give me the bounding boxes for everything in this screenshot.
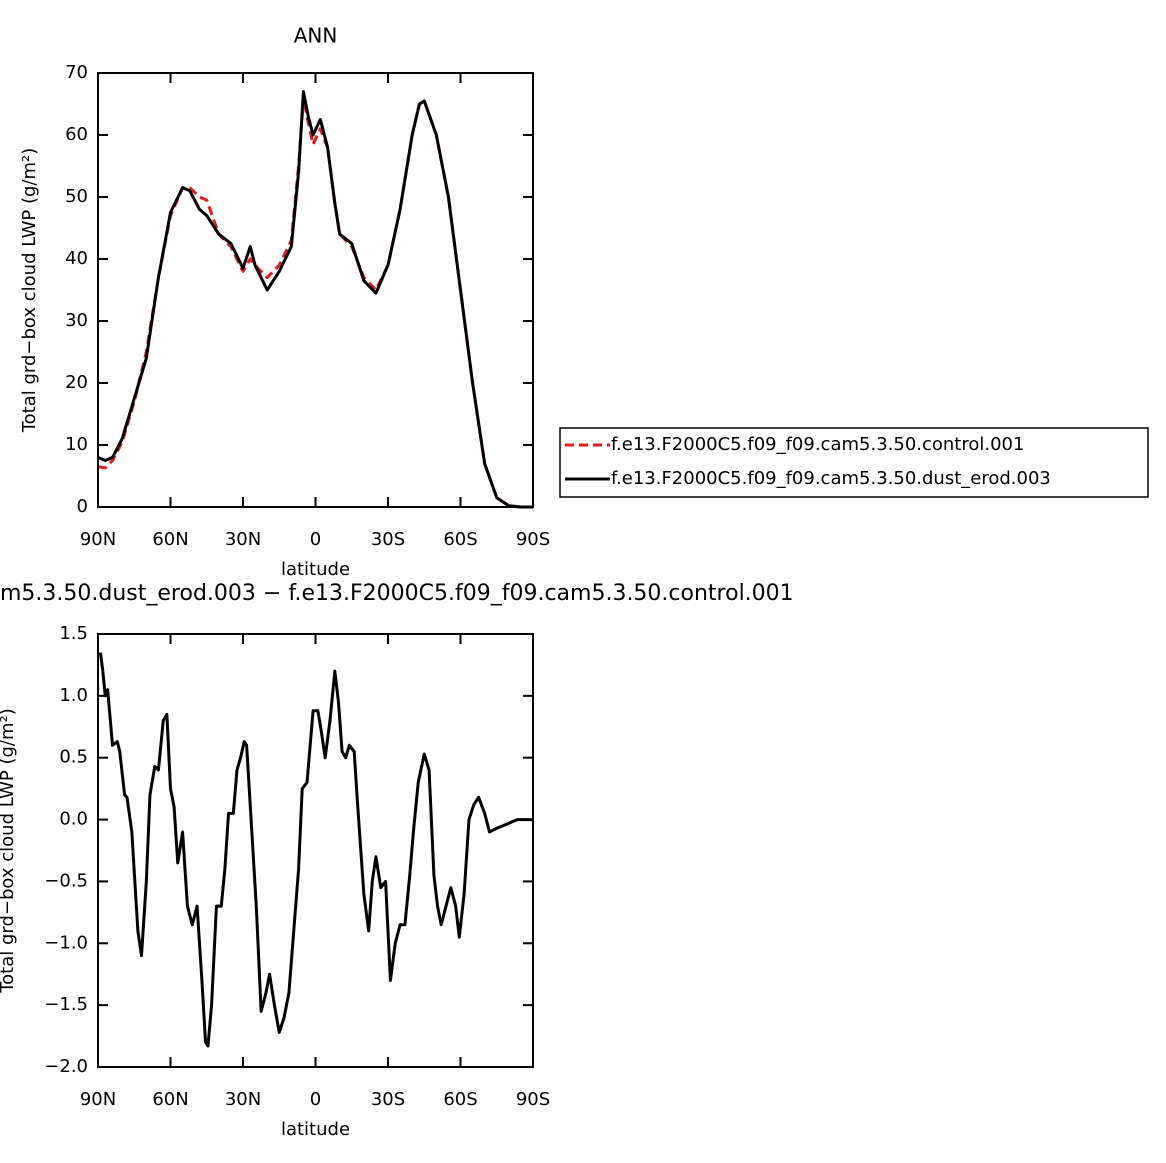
x-tick-label: 30N bbox=[225, 529, 261, 550]
x-tick-label: 60N bbox=[152, 1089, 188, 1110]
data-line bbox=[97, 96, 533, 509]
y-tick-label: −1.5 bbox=[44, 994, 88, 1015]
x-tick-label: 0 bbox=[310, 529, 321, 550]
x-tick-label: 90S bbox=[516, 1089, 550, 1110]
y-tick-label: −1.0 bbox=[44, 932, 88, 953]
data-line bbox=[97, 90, 533, 509]
legend-label: f.e13.F2000C5.f09_f09.cam5.3.50.dust_ero… bbox=[611, 468, 1051, 489]
chart-title: ANN bbox=[294, 24, 338, 48]
panel-bottom: m5.3.50.dust_erod.003 − f.e13.F2000C5.f0… bbox=[0, 581, 794, 1140]
y-axis-label: Total grd−box cloud LWP (g/m²) bbox=[0, 708, 18, 994]
y-tick-label: 10 bbox=[65, 434, 88, 455]
legend: f.e13.F2000C5.f09_f09.cam5.3.50.control.… bbox=[559, 427, 1149, 498]
y-tick-label: 70 bbox=[65, 62, 88, 83]
y-tick-label: 0.0 bbox=[59, 809, 88, 830]
y-tick-label: 40 bbox=[65, 248, 88, 269]
x-tick-label: 30S bbox=[371, 529, 405, 550]
y-tick-label: 20 bbox=[65, 372, 88, 393]
legend-box bbox=[559, 427, 1149, 498]
y-tick-label: 0.5 bbox=[59, 747, 88, 768]
y-tick-label: −0.5 bbox=[44, 870, 88, 891]
x-axis-label: latitude bbox=[281, 1119, 350, 1140]
x-tick-label: 60N bbox=[152, 529, 188, 550]
plot-frame bbox=[97, 72, 534, 508]
y-tick-label: 60 bbox=[65, 124, 88, 145]
y-tick-label: −2.0 bbox=[44, 1056, 88, 1077]
x-tick-label: 30S bbox=[371, 1089, 405, 1110]
x-axis-label: latitude bbox=[281, 559, 350, 580]
plot-frame bbox=[97, 633, 534, 1068]
x-tick-label: 90N bbox=[80, 529, 116, 550]
y-tick-label: 0 bbox=[77, 496, 88, 517]
y-tick-label: 1.0 bbox=[59, 685, 88, 706]
x-tick-label: 90S bbox=[516, 529, 550, 550]
x-tick-label: 0 bbox=[310, 1089, 321, 1110]
x-tick-label: 60S bbox=[443, 1089, 477, 1110]
x-tick-label: 30N bbox=[225, 1089, 261, 1110]
chart-title: m5.3.50.dust_erod.003 − f.e13.F2000C5.f0… bbox=[0, 581, 794, 606]
data-line bbox=[98, 652, 533, 1048]
legend-label: f.e13.F2000C5.f09_f09.cam5.3.50.control.… bbox=[611, 434, 1024, 455]
y-tick-label: 1.5 bbox=[59, 623, 88, 644]
x-tick-label: 60S bbox=[443, 529, 477, 550]
panel-top: ANN Total grd−box cloud LWP (g/m²) latitud… bbox=[19, 24, 1149, 580]
x-tick-label: 90N bbox=[80, 1089, 116, 1110]
y-axis-label: Total grd−box cloud LWP (g/m²) bbox=[19, 148, 40, 434]
y-tick-label: 50 bbox=[65, 186, 88, 207]
y-tick-label: 30 bbox=[65, 310, 88, 331]
